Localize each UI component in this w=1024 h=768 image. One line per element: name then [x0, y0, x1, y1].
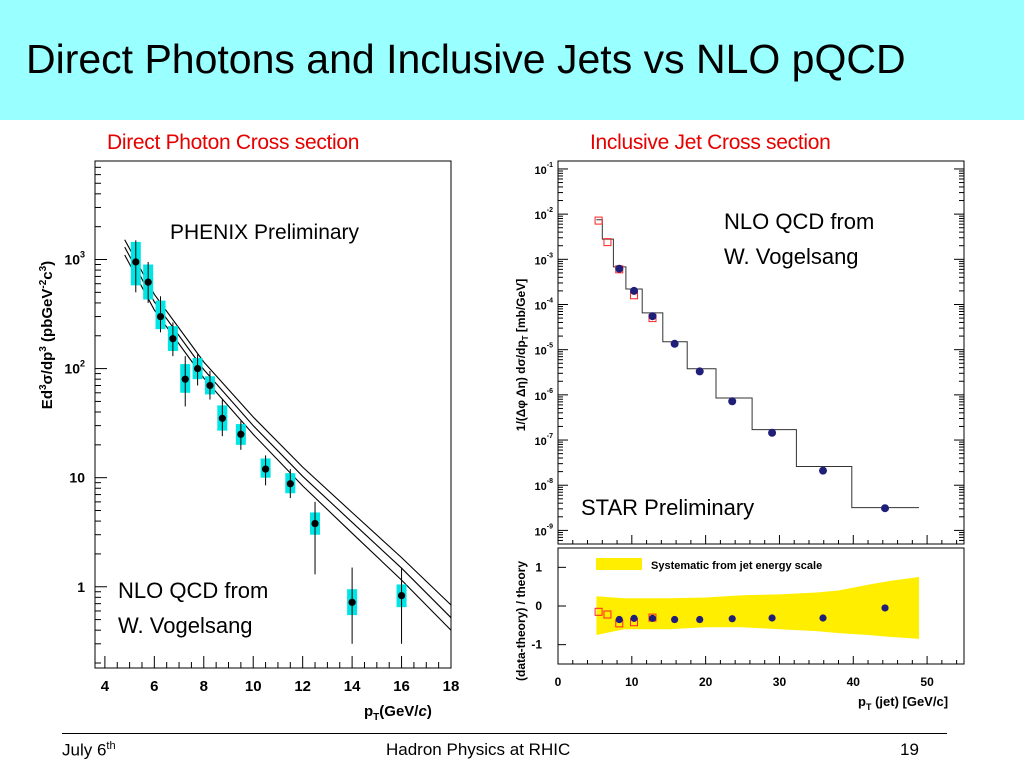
phenix-x-tick-label: 16 — [393, 678, 410, 695]
ratio-open-square-point — [594, 607, 603, 616]
phenix-plot-frame — [94, 160, 452, 669]
ratio-legend-label: Systematic from jet energy scale — [651, 560, 822, 572]
phenix-x-tick-label: 14 — [344, 678, 361, 695]
footer-rule — [62, 733, 947, 734]
ratio-data-point — [696, 615, 704, 624]
star-open-square-point — [603, 238, 612, 247]
star-data-point — [768, 428, 777, 437]
star-data-point — [695, 367, 704, 376]
star-y-tick-label: 10-8 — [535, 478, 554, 493]
phenix-x-tick-label: 10 — [245, 678, 262, 695]
phenix-y-tick-label: 1 — [77, 579, 85, 595]
star-y-tick-label: 10-3 — [535, 252, 554, 267]
ratio-x-tick-label: 10 — [625, 675, 639, 689]
phenix-chart-title: Direct Photon Cross section — [107, 131, 360, 154]
phenix-x-tick-label: 8 — [200, 678, 208, 695]
phenix-data-point — [261, 465, 270, 473]
ratio-ylabel: (data-theory) / theory — [514, 561, 528, 681]
phenix-annotation-line2: W. Vogelsang — [118, 613, 253, 638]
phenix-y-tick-label: 102 — [64, 359, 85, 377]
ratio-data-point — [630, 614, 638, 622]
phenix-data-point — [311, 519, 319, 528]
ratio-y-tick-label: -1 — [531, 638, 542, 652]
phenix-chart: 4 6 8 10 12 14 16 18 1 10 102 103 PHENIX Preliminar… — [38, 160, 460, 720]
phenix-data-point — [181, 375, 189, 383]
star-data-point — [819, 466, 828, 475]
ratio-x-tick-label: 40 — [847, 675, 861, 689]
phenix-ylabel: Ed3σ/dp3 (pbGeV-2c3) — [38, 261, 56, 409]
phenix-data-point — [237, 430, 245, 438]
footer-title: Hadron Physics at RHIC — [386, 740, 571, 759]
star-data-point — [648, 312, 657, 321]
ratio-data-point — [671, 615, 679, 624]
star-ylabel: 1/(Δφ Δη) dσ/dpT [mb/GeV] — [514, 279, 530, 431]
title-banner — [0, 0, 1024, 120]
star-open-square-point — [594, 216, 603, 225]
footer-page-number: 19 — [900, 740, 919, 759]
phenix-data-point — [348, 598, 356, 606]
phenix-y-tick-label: 103 — [64, 250, 85, 268]
phenix-annotation-line1: NLO QCD from — [118, 578, 268, 603]
star-y-tick-label: 10-7 — [535, 433, 554, 448]
phenix-xlabel: pT(GeV/c) — [364, 703, 432, 720]
ratio-systematic-band — [596, 577, 919, 639]
ratio-y-tick-label: 1 — [535, 560, 542, 574]
ratio-data-point — [728, 615, 736, 623]
phenix-x-tick-label: 4 — [101, 678, 110, 695]
star-chart-title: Inclusive Jet Cross section — [590, 131, 831, 154]
ratio-legend-swatch — [596, 558, 642, 570]
star-annotation-line1: NLO QCD from — [724, 209, 874, 234]
ratio-x-tick-label: 0 — [555, 675, 562, 689]
ratio-x-tick-label: 50 — [920, 675, 934, 689]
star-chart: 10-110-210-310-410-510-610-710-810-9 0 10… — [514, 160, 965, 710]
star-plot-frame — [557, 160, 965, 545]
star-data-point — [670, 339, 679, 348]
ratio-open-square-point — [603, 610, 612, 619]
phenix-data-point — [132, 258, 140, 266]
star-y-tick-label: 10-1 — [535, 162, 554, 177]
phenix-data-point — [206, 381, 214, 390]
phenix-data-point — [397, 591, 406, 600]
ratio-y-tick-label: 0 — [535, 599, 542, 613]
star-y-tick-label: 10-9 — [535, 523, 554, 538]
phenix-x-tick-label: 12 — [294, 678, 311, 695]
phenix-label: PHENIX Preliminary — [170, 221, 360, 244]
star-y-tick-label: 10-6 — [535, 388, 554, 403]
phenix-data-point — [144, 278, 152, 286]
star-data-point — [630, 286, 639, 295]
star-data-point — [881, 504, 890, 513]
star-data-point — [728, 397, 737, 406]
star-y-tick-label: 10-2 — [535, 207, 554, 222]
ratio-data-point — [615, 615, 623, 624]
phenix-x-tick-label: 18 — [443, 678, 460, 695]
star-y-tick-label: 10-5 — [535, 343, 554, 358]
ratio-x-tick-label: 30 — [773, 675, 787, 689]
footer-date: July 6th — [62, 740, 116, 760]
ratio-data-point — [648, 614, 657, 622]
star-data-point — [615, 264, 624, 273]
star-label: STAR Preliminary — [581, 495, 754, 520]
phenix-data-point — [218, 414, 226, 422]
ratio-data-point — [768, 614, 776, 622]
ratio-xlabel: pT (jet) [GeV/c] — [858, 694, 948, 710]
phenix-data-point — [286, 480, 294, 488]
slide-title: Direct Photons and Inclusive Jets vs NLO… — [26, 36, 906, 82]
star-annotation-line2: W. Vogelsang — [724, 244, 859, 269]
star-y-tick-label: 10-4 — [535, 297, 554, 312]
ratio-x-tick-label: 20 — [699, 675, 713, 689]
ratio-data-point — [881, 604, 889, 612]
phenix-x-tick-label: 6 — [150, 678, 158, 695]
phenix-y-tick-label: 10 — [69, 470, 85, 486]
phenix-data-point — [169, 335, 177, 343]
phenix-data-point — [193, 364, 202, 373]
phenix-data-point — [156, 312, 165, 321]
ratio-data-point — [819, 614, 827, 622]
